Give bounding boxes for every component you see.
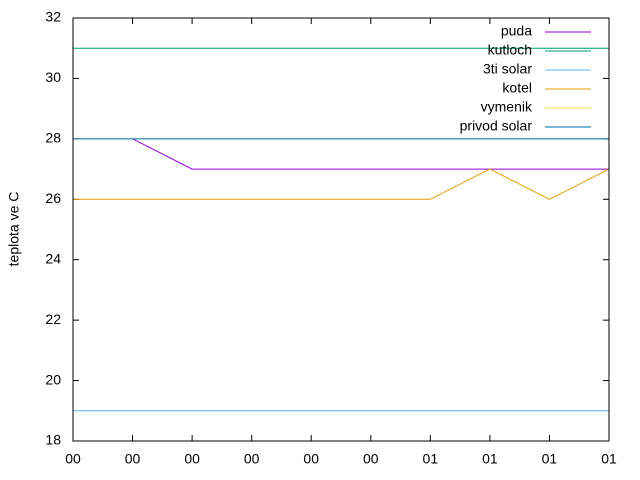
y-tick-label: 22 bbox=[45, 311, 61, 327]
x-tick-label: 01 bbox=[601, 451, 617, 467]
x-tick-label: 01 bbox=[542, 451, 558, 467]
x-tick-label: 00 bbox=[244, 451, 260, 467]
y-axis-label: teplota ve C bbox=[6, 192, 22, 267]
series-line bbox=[132, 138, 609, 170]
y-tick-label: 32 bbox=[45, 9, 61, 25]
x-tick-label: 00 bbox=[125, 451, 141, 467]
legend-label: kutloch bbox=[488, 42, 532, 58]
y-tick-label: 28 bbox=[45, 130, 61, 146]
x-tick-label: 01 bbox=[423, 451, 439, 467]
x-tick-label: 00 bbox=[184, 451, 200, 467]
y-tick-label: 24 bbox=[45, 250, 61, 266]
y-tick-label: 20 bbox=[45, 371, 61, 387]
plot-frame bbox=[72, 17, 610, 442]
series-line bbox=[73, 168, 610, 200]
legend-label: privod solar bbox=[460, 118, 533, 134]
x-tick-label: 01 bbox=[482, 451, 498, 467]
legend-label: vymenik bbox=[481, 99, 533, 115]
y-tick-label: 30 bbox=[45, 69, 61, 85]
legend-label: puda bbox=[501, 23, 532, 39]
x-tick-label: 00 bbox=[303, 451, 319, 467]
legend-label: 3ti solar bbox=[483, 61, 532, 77]
y-tick-label: 18 bbox=[45, 432, 61, 448]
x-tick-label: 00 bbox=[363, 451, 379, 467]
legend-label: kotel bbox=[502, 80, 532, 96]
x-tick-label: 00 bbox=[65, 451, 81, 467]
y-tick-label: 26 bbox=[45, 190, 61, 206]
